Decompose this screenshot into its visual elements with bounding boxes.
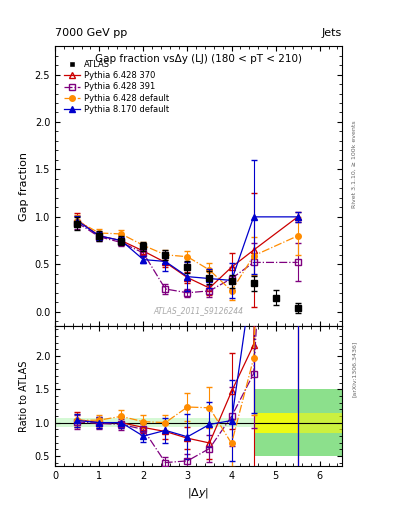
Legend: ATLAS, Pythia 6.428 370, Pythia 6.428 391, Pythia 6.428 default, Pythia 8.170 de: ATLAS, Pythia 6.428 370, Pythia 6.428 39… (62, 59, 171, 115)
Text: Gap fraction vsΔy (LJ) (180 < pT < 210): Gap fraction vsΔy (LJ) (180 < pT < 210) (95, 54, 302, 65)
Bar (298, 413, 342, 433)
Bar (55, 418, 253, 428)
Bar (253, 389, 342, 456)
Text: Jets: Jets (321, 28, 342, 38)
Text: 7000 GeV pp: 7000 GeV pp (55, 28, 127, 38)
Text: ATLAS_2011_S9126244: ATLAS_2011_S9126244 (153, 306, 244, 315)
Bar (253, 413, 298, 433)
X-axis label: $|\Delta y|$: $|\Delta y|$ (187, 486, 209, 500)
Text: Rivet 3.1.10, ≥ 100k events: Rivet 3.1.10, ≥ 100k events (352, 120, 357, 208)
Y-axis label: Ratio to ATLAS: Ratio to ATLAS (19, 360, 29, 432)
Text: [arXiv:1306.3436]: [arXiv:1306.3436] (352, 340, 357, 397)
Y-axis label: Gap fraction: Gap fraction (19, 152, 29, 221)
